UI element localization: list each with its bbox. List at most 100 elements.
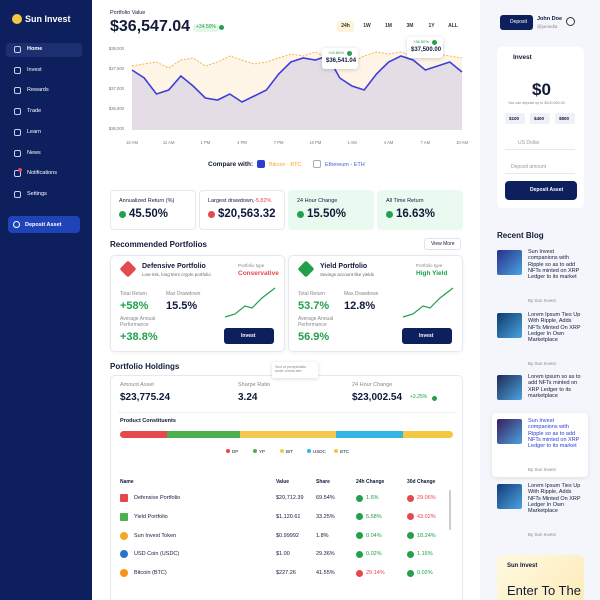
deposit-sidebar-label[interactable]: Deposit Asset <box>25 222 62 228</box>
blog-author: By Sun Invest <box>528 298 556 303</box>
range-label[interactable]: 1M <box>385 22 392 29</box>
invest-button[interactable] <box>402 328 452 344</box>
range-button[interactable] <box>337 21 354 32</box>
blog-image[interactable] <box>497 250 522 275</box>
deposit-top-label[interactable]: Deposit <box>510 18 527 25</box>
promo-card <box>497 555 584 600</box>
trend-icon <box>219 24 224 30</box>
stat-label: Annualized Return (%) <box>119 198 175 204</box>
tooltip-change: +36.50% <box>413 39 429 44</box>
trend-icon <box>407 532 414 540</box>
nav-icon <box>14 149 21 157</box>
asset-icon <box>120 550 128 559</box>
line <box>131 55 463 103</box>
average: +38.8% <box>120 331 158 343</box>
tooltip <box>272 362 318 378</box>
preset-button[interactable] <box>505 113 525 124</box>
nav-item[interactable]: News <box>27 149 41 156</box>
tooltip-text: Sed ut perspiciatis unde omnis iste <box>275 364 307 373</box>
preset-button[interactable] <box>530 113 550 124</box>
average-label: Average Annual Performance <box>298 316 334 328</box>
invest-label[interactable]: Invest <box>241 332 256 339</box>
stat-label: All Time Return <box>386 198 424 204</box>
blog-image[interactable] <box>497 375 522 400</box>
portfolio-value: $36,547.04 <box>110 18 191 35</box>
type-label: Portfolio type <box>238 263 265 268</box>
view-more-label[interactable]: View More <box>431 240 455 247</box>
preset-button[interactable] <box>555 113 575 124</box>
blog-image[interactable] <box>497 419 522 444</box>
asset-icon <box>120 494 128 502</box>
preset-label[interactable]: $400 <box>534 116 545 121</box>
amount-placeholder[interactable]: Deposit amount <box>511 163 547 170</box>
holding-stat-value: $23,002.54 <box>352 392 403 403</box>
blog-item-title[interactable]: Sun Invest companions with Ripple so as … <box>528 418 580 450</box>
range-label[interactable]: 1Y <box>428 22 435 29</box>
user-handle: @jumedia <box>537 24 558 29</box>
range-label[interactable]: 1W <box>363 22 371 29</box>
nav-icon <box>14 46 21 53</box>
nav-active <box>6 43 82 57</box>
asset-value: $1.00 <box>276 551 290 558</box>
trend-icon <box>407 494 414 502</box>
currency-select[interactable] <box>505 137 575 150</box>
nav-item[interactable]: Home <box>27 46 43 52</box>
deposit-label[interactable]: Deposit Asset <box>530 186 564 193</box>
blog-item-title[interactable]: Lorem Ipsum Ties Up With Ripple, Adds NF… <box>528 483 581 515</box>
stat-card <box>288 190 374 230</box>
invest-amount: $0 <box>532 80 551 99</box>
y-tick-label: $36,000 <box>108 126 124 131</box>
blog-item-title[interactable]: Sun Invest companions with Ripple so as … <box>528 249 580 281</box>
stat-highlight: -5.82% <box>254 198 272 204</box>
holding-stat-label: 24 Hour Change <box>352 382 393 388</box>
blog-author: By Sun Invest <box>528 361 556 366</box>
nav-item[interactable]: Invest <box>27 66 42 73</box>
compare-option[interactable]: Ethereum - ETH <box>325 162 365 168</box>
invest-button[interactable] <box>224 328 274 344</box>
range-label[interactable]: ALL <box>448 22 458 29</box>
blog-item-title[interactable]: Lorem Ipsum Ties Up With Ripple, Adds NF… <box>528 312 581 344</box>
x-tick-label: 1 PM <box>200 140 211 145</box>
trend-icon <box>356 513 363 521</box>
nav-item[interactable]: Rewards <box>27 87 49 94</box>
blog-image[interactable] <box>497 313 522 338</box>
view-more-button[interactable] <box>424 238 461 250</box>
trend-icon <box>386 211 393 218</box>
preset-label[interactable]: $100 <box>509 116 520 121</box>
blog-item-title[interactable]: Lorem ipsum so as to add NFTs minted on … <box>528 374 581 399</box>
nav-item[interactable]: Notifications <box>27 170 57 177</box>
compare-checkbox[interactable] <box>313 160 321 168</box>
nav-item[interactable]: Settings <box>27 190 47 197</box>
legend-label: DP <box>232 449 239 454</box>
constituent-segment <box>336 431 404 438</box>
deposit-top-button[interactable] <box>500 15 533 30</box>
avatar[interactable] <box>566 17 575 26</box>
type-label: Portfolio type <box>416 263 443 268</box>
trend-icon <box>432 395 437 401</box>
asset-name: USD Coin (USDC) <box>134 551 180 558</box>
nav-item[interactable]: Trade <box>27 108 42 115</box>
deposit-sidebar-button[interactable] <box>8 216 80 233</box>
legend-label: BTC <box>340 449 349 454</box>
legend-label: BIT <box>286 449 294 454</box>
change-value: 5.58% <box>366 513 382 520</box>
compare-option[interactable]: Bitcoin - BTC <box>269 162 302 168</box>
portfolio-name: Defensive Portfolio <box>142 263 206 270</box>
currency-label[interactable]: US Dollar <box>518 140 540 146</box>
nav-item[interactable]: Learn <box>27 128 42 135</box>
y-tick-label: $38,000 <box>108 46 124 51</box>
amount-input[interactable] <box>505 160 575 174</box>
compare-checkbox[interactable] <box>257 160 265 168</box>
preset-label[interactable]: $800 <box>559 116 570 121</box>
asset-name: Defensive Portfolio <box>134 495 181 501</box>
average: 56.9% <box>298 331 330 343</box>
deposit-button[interactable] <box>505 181 577 200</box>
blog-image[interactable] <box>497 484 522 509</box>
invest-label[interactable]: Invest <box>419 332 434 339</box>
sidebar <box>0 0 92 600</box>
legend-dot <box>280 449 284 453</box>
range-label[interactable]: 24h <box>341 22 350 29</box>
range-label[interactable]: 3M <box>406 22 414 29</box>
constituent-segment <box>403 431 453 438</box>
